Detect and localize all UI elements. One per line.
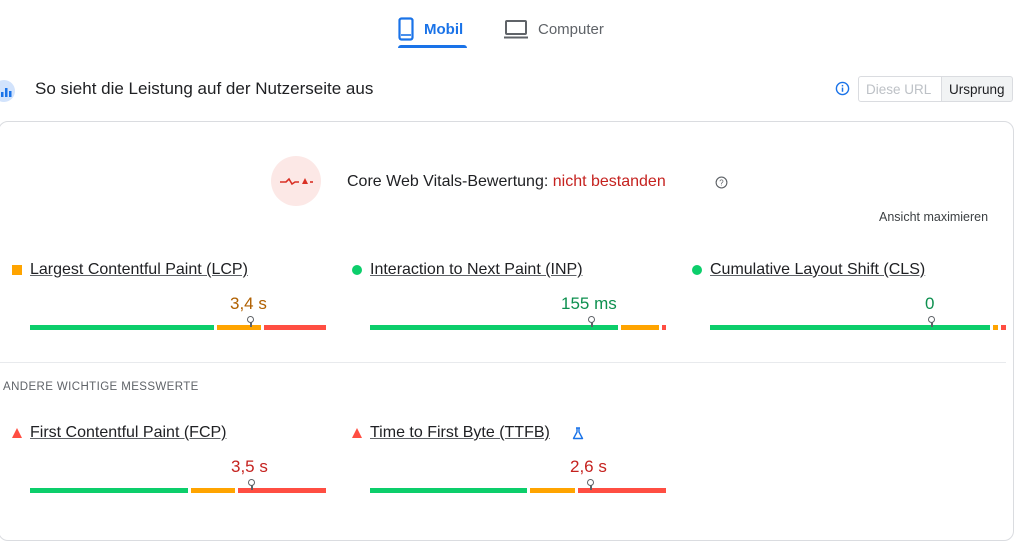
info-icon[interactable] [835,81,850,96]
expand-view-link[interactable]: Ansicht maximieren [879,210,989,224]
toggle-origin[interactable]: Ursprung [941,76,1013,102]
metric-lcp-value: 3,4 s [230,294,267,313]
metric-cls-distribution-bar [710,325,1006,330]
metric-ttfb-value: 2,6 s [570,457,607,476]
metric-lcp-name[interactable]: Largest Contentful Paint (LCP) [30,261,248,278]
metric-fcp-distribution-bar [30,488,326,493]
metric-inp-percentile-pin [588,316,595,323]
metric-lcp-pin-stem [250,321,252,327]
needs-improvement-square-icon [12,265,22,275]
other-metrics-heading: ANDERE WICHTIGE MESSWERTE [3,381,199,393]
cwv-failed-icon [271,156,321,206]
field-data-icon [0,80,15,102]
metric-ttfb-distribution-bar [370,488,666,493]
active-tab-indicator [398,45,467,48]
cwv-assessment: Core Web Vitals-Bewertung: nicht bestand… [347,173,666,191]
metric-ttfb-name[interactable]: Time to First Byte (TTFB) [370,424,550,441]
tab-desktop-label: Computer [538,20,604,38]
help-icon[interactable]: ? [715,176,728,189]
cwv-assessment-label: Core Web Vitals-Bewertung: [347,173,553,190]
toggle-this-url[interactable]: Diese URL [858,76,942,102]
metric-cls-name[interactable]: Cumulative Layout Shift (CLS) [710,261,926,278]
section-divider [0,362,1006,363]
smartphone-icon [398,17,414,41]
svg-text:?: ? [719,178,724,187]
metric-inp-value: 155 ms [561,294,617,313]
metric-inp-distribution-bar [370,325,666,330]
metric-lcp-distribution-bar [30,325,326,330]
metric-lcp-percentile-pin [247,316,254,323]
desktop-icon [504,20,528,39]
metric-fcp-value: 3,5 s [231,457,268,476]
tab-desktop[interactable]: Computer [504,10,604,48]
metric-fcp-pin-stem [251,484,253,490]
poor-triangle-icon [352,428,362,438]
metric-cls-percentile-pin [928,316,935,323]
flask-icon[interactable] [572,427,584,440]
metric-ttfb-pin-stem [590,484,592,490]
good-circle-icon [352,265,362,275]
tab-mobile-label: Mobil [424,20,464,38]
cwv-assessment-status: nicht bestanden [552,173,666,190]
metric-fcp-percentile-pin [248,479,255,486]
field-data-card [0,121,1014,541]
tab-mobile[interactable]: Mobil [398,10,463,48]
poor-triangle-icon [12,428,22,438]
section-title: So sieht die Leistung auf der Nutzerseit… [35,79,374,98]
metric-inp-name[interactable]: Interaction to Next Paint (INP) [370,261,583,278]
good-circle-icon [692,265,702,275]
metric-fcp-name[interactable]: First Contentful Paint (FCP) [30,424,227,441]
metric-ttfb-percentile-pin [587,479,594,486]
metric-cls-value: 0 [925,294,935,313]
metric-cls-pin-stem [931,321,933,327]
metric-inp-pin-stem [591,321,593,327]
